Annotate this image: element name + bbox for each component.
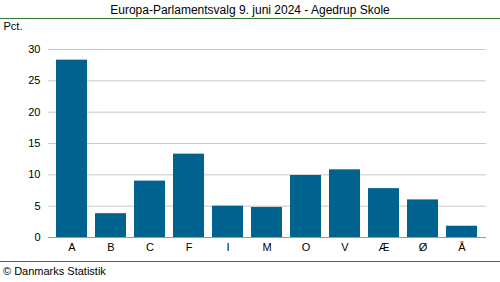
html-text:Europa-Parlamentsvalg 9. juni: Europa-Parlamentsvalg 9. juni 2024 - Age… <box>110 3 390 17</box>
svg-text:B: B <box>107 241 114 253</box>
svg-text:20: 20 <box>28 106 40 118</box>
svg-text:15: 15 <box>28 137 40 149</box>
svg-text:Å: Å <box>458 241 466 253</box>
svg-text:M: M <box>262 241 271 253</box>
svg-text:0: 0 <box>34 231 40 243</box>
svg-text:Ø: Ø <box>419 241 428 253</box>
svg-text:25: 25 <box>28 74 40 86</box>
svg-text:C: C <box>146 241 154 253</box>
html-text:© Danmarks Statistik: © Danmarks Statistik <box>3 265 106 277</box>
svg-text:I: I <box>226 241 229 253</box>
svg-text:5: 5 <box>34 200 40 212</box>
svg-text:A: A <box>68 241 76 253</box>
svg-text:F: F <box>186 241 193 253</box>
svg-text:O: O <box>302 241 311 253</box>
svg-text:Æ: Æ <box>379 241 390 253</box>
svg-text:30: 30 <box>28 43 40 55</box>
svg-text:V: V <box>341 241 349 253</box>
svg-text:10: 10 <box>28 168 40 180</box>
svg-text:Pct.: Pct. <box>4 20 23 32</box>
